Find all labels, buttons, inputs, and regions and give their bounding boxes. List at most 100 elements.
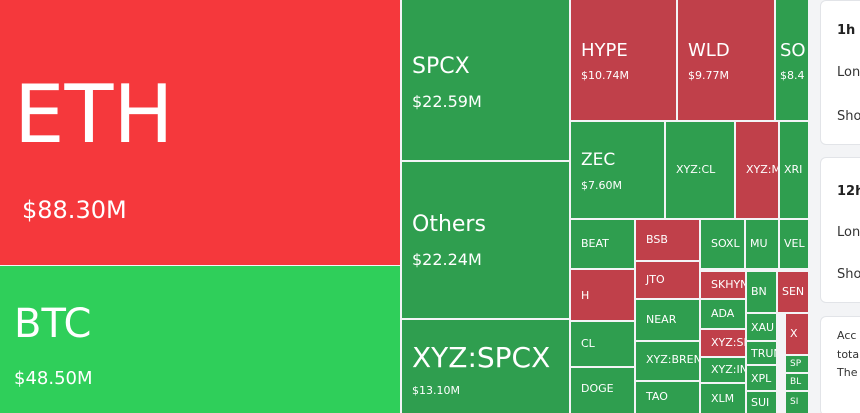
tile-label: X [790, 327, 798, 340]
tile[interactable]: H [571, 270, 634, 320]
tile-label: SUI [751, 396, 770, 409]
tile-value: $8.4 [780, 69, 805, 82]
tile-label: XAU [751, 321, 775, 334]
tile-label: XYZ:IN [711, 363, 745, 376]
tile-label: XYZ:SPCX [412, 341, 551, 374]
tile[interactable]: SKHYNX [701, 272, 745, 298]
card-title: 12h [837, 184, 860, 199]
tile[interactable]: SPCX $22.59M [402, 0, 569, 160]
sidebar-card[interactable]: 1h Lon Sho [820, 0, 860, 145]
tile-label: ETH [14, 68, 174, 161]
tile-label: TAO [646, 390, 668, 403]
card-row: tota [837, 348, 860, 361]
tile-value: $7.60M [581, 179, 622, 192]
tile[interactable]: XYZ:SPCX $13.10M [402, 320, 569, 413]
tile-label: Others [412, 212, 486, 237]
tile-value: $9.77M [688, 69, 729, 82]
tile[interactable]: BN [747, 272, 776, 312]
tile-label: MU [750, 237, 768, 250]
tile[interactable]: BSB [636, 220, 699, 260]
tile-label: ZEC [581, 150, 616, 170]
tile[interactable]: ZEC $7.60M [571, 122, 664, 218]
tile[interactable]: XLM [701, 384, 745, 413]
tile[interactable]: SP [786, 356, 808, 372]
tile-label: XYZ:M [746, 163, 778, 176]
tile-label: SKHYNX [711, 278, 745, 291]
tile[interactable]: ADA [701, 300, 745, 328]
tile[interactable]: VEL [780, 220, 808, 268]
tile-label: SPCX [412, 54, 470, 79]
card-row: Sho [837, 267, 860, 282]
tile[interactable]: TRUN [747, 342, 776, 364]
card-row: Lon [837, 65, 860, 80]
tile-label: XYZ:CL [676, 163, 716, 176]
tile-label: SI [790, 397, 799, 407]
tile-label: XLM [711, 392, 735, 405]
sidebar-card[interactable]: Acc tota The [820, 316, 860, 413]
tile[interactable]: TAO [636, 382, 699, 413]
tile-value: $22.24M [412, 250, 482, 269]
tile-label: SOXL [711, 237, 740, 250]
tile[interactable]: XPL [747, 366, 776, 390]
tile[interactable]: Others $22.24M [402, 162, 569, 318]
tile[interactable]: X [786, 314, 808, 354]
tile[interactable]: BL [786, 374, 808, 390]
tile-label: XPL [751, 372, 772, 385]
tile-label: SO [780, 40, 806, 61]
tile[interactable]: XYZ:SI [701, 330, 745, 356]
tile-value: $48.50M [14, 368, 93, 389]
tile[interactable]: XYZ:IN [701, 358, 745, 382]
tile-value: $22.59M [412, 92, 482, 111]
tile[interactable]: SO $8.4 [776, 0, 808, 120]
tile[interactable]: XAU [747, 314, 776, 340]
tile[interactable]: XYZ:CL [666, 122, 734, 218]
tile-label: WLD [688, 40, 730, 61]
tile[interactable]: WLD $9.77M [678, 0, 774, 120]
tile-value: $88.30M [22, 196, 127, 224]
tile[interactable]: NEAR [636, 300, 699, 340]
tile[interactable]: ETH $88.30M [0, 0, 400, 265]
tile[interactable]: HYPE $10.74M [571, 0, 676, 120]
tile-label: SEN [782, 285, 805, 298]
tile-value: $10.74M [581, 69, 629, 82]
tile[interactable]: XRI [780, 122, 808, 218]
tile-label: HYPE [581, 40, 628, 61]
tile-label: XRI [784, 163, 803, 176]
card-title: 1h [837, 23, 856, 38]
tile[interactable]: BEAT [571, 220, 634, 268]
tile[interactable]: SUI [747, 392, 776, 413]
card-row: Lon [837, 225, 860, 240]
card-row: Sho [837, 109, 860, 124]
tile[interactable]: SOXL [701, 220, 744, 268]
tile[interactable]: DOGE [571, 368, 634, 413]
sidebar-card[interactable]: 12h Lon Sho [820, 157, 860, 303]
tile-label: ADA [711, 307, 735, 320]
card-row: Acc [837, 329, 857, 342]
tile[interactable]: SI [786, 392, 808, 413]
tile[interactable]: CL [571, 322, 634, 366]
tile-label: BEAT [581, 237, 609, 250]
tile-label: NEAR [646, 313, 677, 326]
tile[interactable]: BTC $48.50M [0, 266, 400, 413]
card-row: The [837, 366, 858, 379]
tile-label: SP [790, 359, 802, 369]
tile-label: BTC [14, 301, 92, 347]
tile-value: $13.10M [412, 384, 460, 397]
tile[interactable]: MU [746, 220, 778, 268]
tile-label: BL [790, 377, 802, 387]
tile-label: XYZ:SI [711, 336, 745, 349]
tile[interactable]: JTO [636, 262, 699, 298]
tile-label: BSB [646, 233, 668, 246]
tile-label: CL [581, 337, 595, 350]
tile-label: DOGE [581, 382, 614, 395]
tile[interactable]: XYZ:M [736, 122, 778, 218]
tile-label: H [581, 289, 590, 302]
tile-label: TRUN [751, 347, 776, 360]
tile[interactable]: SEN [778, 272, 808, 312]
tile-label: JTO [646, 273, 665, 286]
tile-label: BN [751, 285, 767, 298]
tile-label: VEL [784, 237, 805, 250]
